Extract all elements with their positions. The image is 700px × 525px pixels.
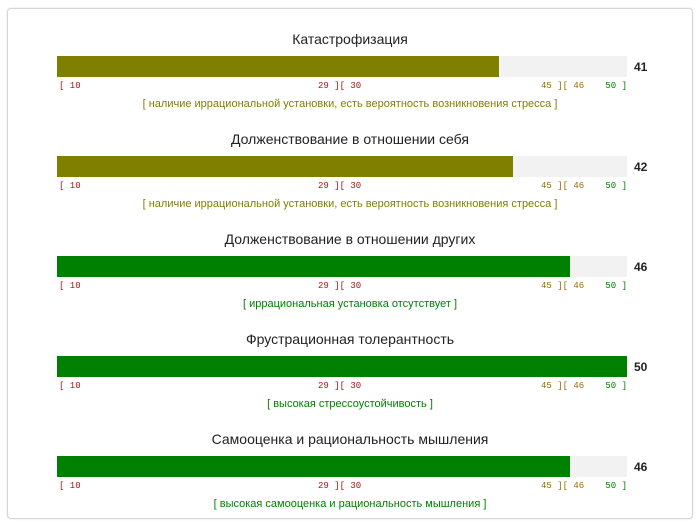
tick-boundary-29-30: 29 ][ 30 bbox=[318, 81, 362, 91]
score-bar-track bbox=[57, 156, 627, 177]
tick-high: 50 ] bbox=[605, 381, 627, 391]
scale-interpretation: [ высокая стрессоустойчивость ] bbox=[267, 398, 433, 410]
score-value: 42 bbox=[634, 160, 648, 174]
tick-low: [ 10 bbox=[59, 381, 81, 391]
score-value: 46 bbox=[634, 260, 648, 274]
score-bar-fill bbox=[57, 356, 627, 377]
scale-ticks: [ 10 29 ][ 30 45 ][ 46 50 ] bbox=[57, 181, 627, 193]
tick-low: [ 10 bbox=[59, 281, 81, 291]
score-bar-fill bbox=[57, 56, 499, 77]
tick-boundary-29-30: 29 ][ 30 bbox=[318, 381, 362, 391]
tick-boundary-45-46: 45 ][ 46 bbox=[541, 281, 585, 291]
tick-boundary-29-30: 29 ][ 30 bbox=[318, 481, 362, 491]
tick-high: 50 ] bbox=[605, 281, 627, 291]
tick-boundary-29-30: 29 ][ 30 bbox=[318, 281, 362, 291]
score-value: 50 bbox=[634, 360, 648, 374]
tick-high: 50 ] bbox=[605, 81, 627, 91]
tick-boundary-45-46: 45 ][ 46 bbox=[541, 481, 585, 491]
tick-low: [ 10 bbox=[59, 81, 81, 91]
scale-ticks: [ 10 29 ][ 30 45 ][ 46 50 ] bbox=[57, 481, 627, 493]
score-value: 41 bbox=[634, 60, 648, 74]
score-bar-fill bbox=[57, 256, 570, 277]
scale-block: Долженствование в отношении себя 42 [ 10… bbox=[8, 109, 692, 210]
tick-high: 50 ] bbox=[605, 181, 627, 191]
scale-ticks: [ 10 29 ][ 30 45 ][ 46 50 ] bbox=[57, 81, 627, 93]
score-bar-track bbox=[57, 256, 627, 277]
scale-interpretation: [ иррациональная установка отсутствует ] bbox=[242, 298, 458, 310]
scale-block: Катастрофизация 41 [ 10 29 ][ 30 45 ][ 4… bbox=[8, 9, 692, 110]
scale-title: Фрустрационная толерантность bbox=[245, 331, 455, 347]
scale-title: Долженствование в отношении себя bbox=[231, 131, 469, 147]
scale-interpretation: [ наличие иррациональной установки, есть… bbox=[142, 198, 558, 210]
score-value: 46 bbox=[634, 460, 648, 474]
scale-block: Долженствование в отношении других 46 [ … bbox=[8, 209, 692, 310]
score-bar-track bbox=[57, 456, 627, 477]
scale-title: Долженствование в отношении других bbox=[224, 231, 476, 247]
scale-ticks: [ 10 29 ][ 30 45 ][ 46 50 ] bbox=[57, 281, 627, 293]
scale-ticks: [ 10 29 ][ 30 45 ][ 46 50 ] bbox=[57, 381, 627, 393]
tick-boundary-29-30: 29 ][ 30 bbox=[318, 181, 362, 191]
tick-low: [ 10 bbox=[59, 181, 81, 191]
tick-boundary-45-46: 45 ][ 46 bbox=[541, 381, 585, 391]
results-card: Катастрофизация 41 [ 10 29 ][ 30 45 ][ 4… bbox=[7, 8, 693, 519]
scale-title: Катастрофизация bbox=[292, 31, 408, 47]
tick-high: 50 ] bbox=[605, 481, 627, 491]
tick-low: [ 10 bbox=[59, 481, 81, 491]
score-bar-fill bbox=[57, 156, 513, 177]
scale-interpretation: [ наличие иррациональной установки, есть… bbox=[142, 98, 558, 110]
score-bar-track bbox=[57, 356, 627, 377]
tick-boundary-45-46: 45 ][ 46 bbox=[541, 81, 585, 91]
score-bar-fill bbox=[57, 456, 570, 477]
scale-block: Самооценка и рациональность мышления 46 … bbox=[8, 409, 692, 510]
tick-boundary-45-46: 45 ][ 46 bbox=[541, 181, 585, 191]
scale-title: Самооценка и рациональность мышления bbox=[211, 431, 489, 447]
scale-block: Фрустрационная толерантность 50 [ 10 29 … bbox=[8, 309, 692, 410]
score-bar-track bbox=[57, 56, 627, 77]
scale-interpretation: [ высокая самооценка и рациональность мы… bbox=[213, 498, 487, 510]
